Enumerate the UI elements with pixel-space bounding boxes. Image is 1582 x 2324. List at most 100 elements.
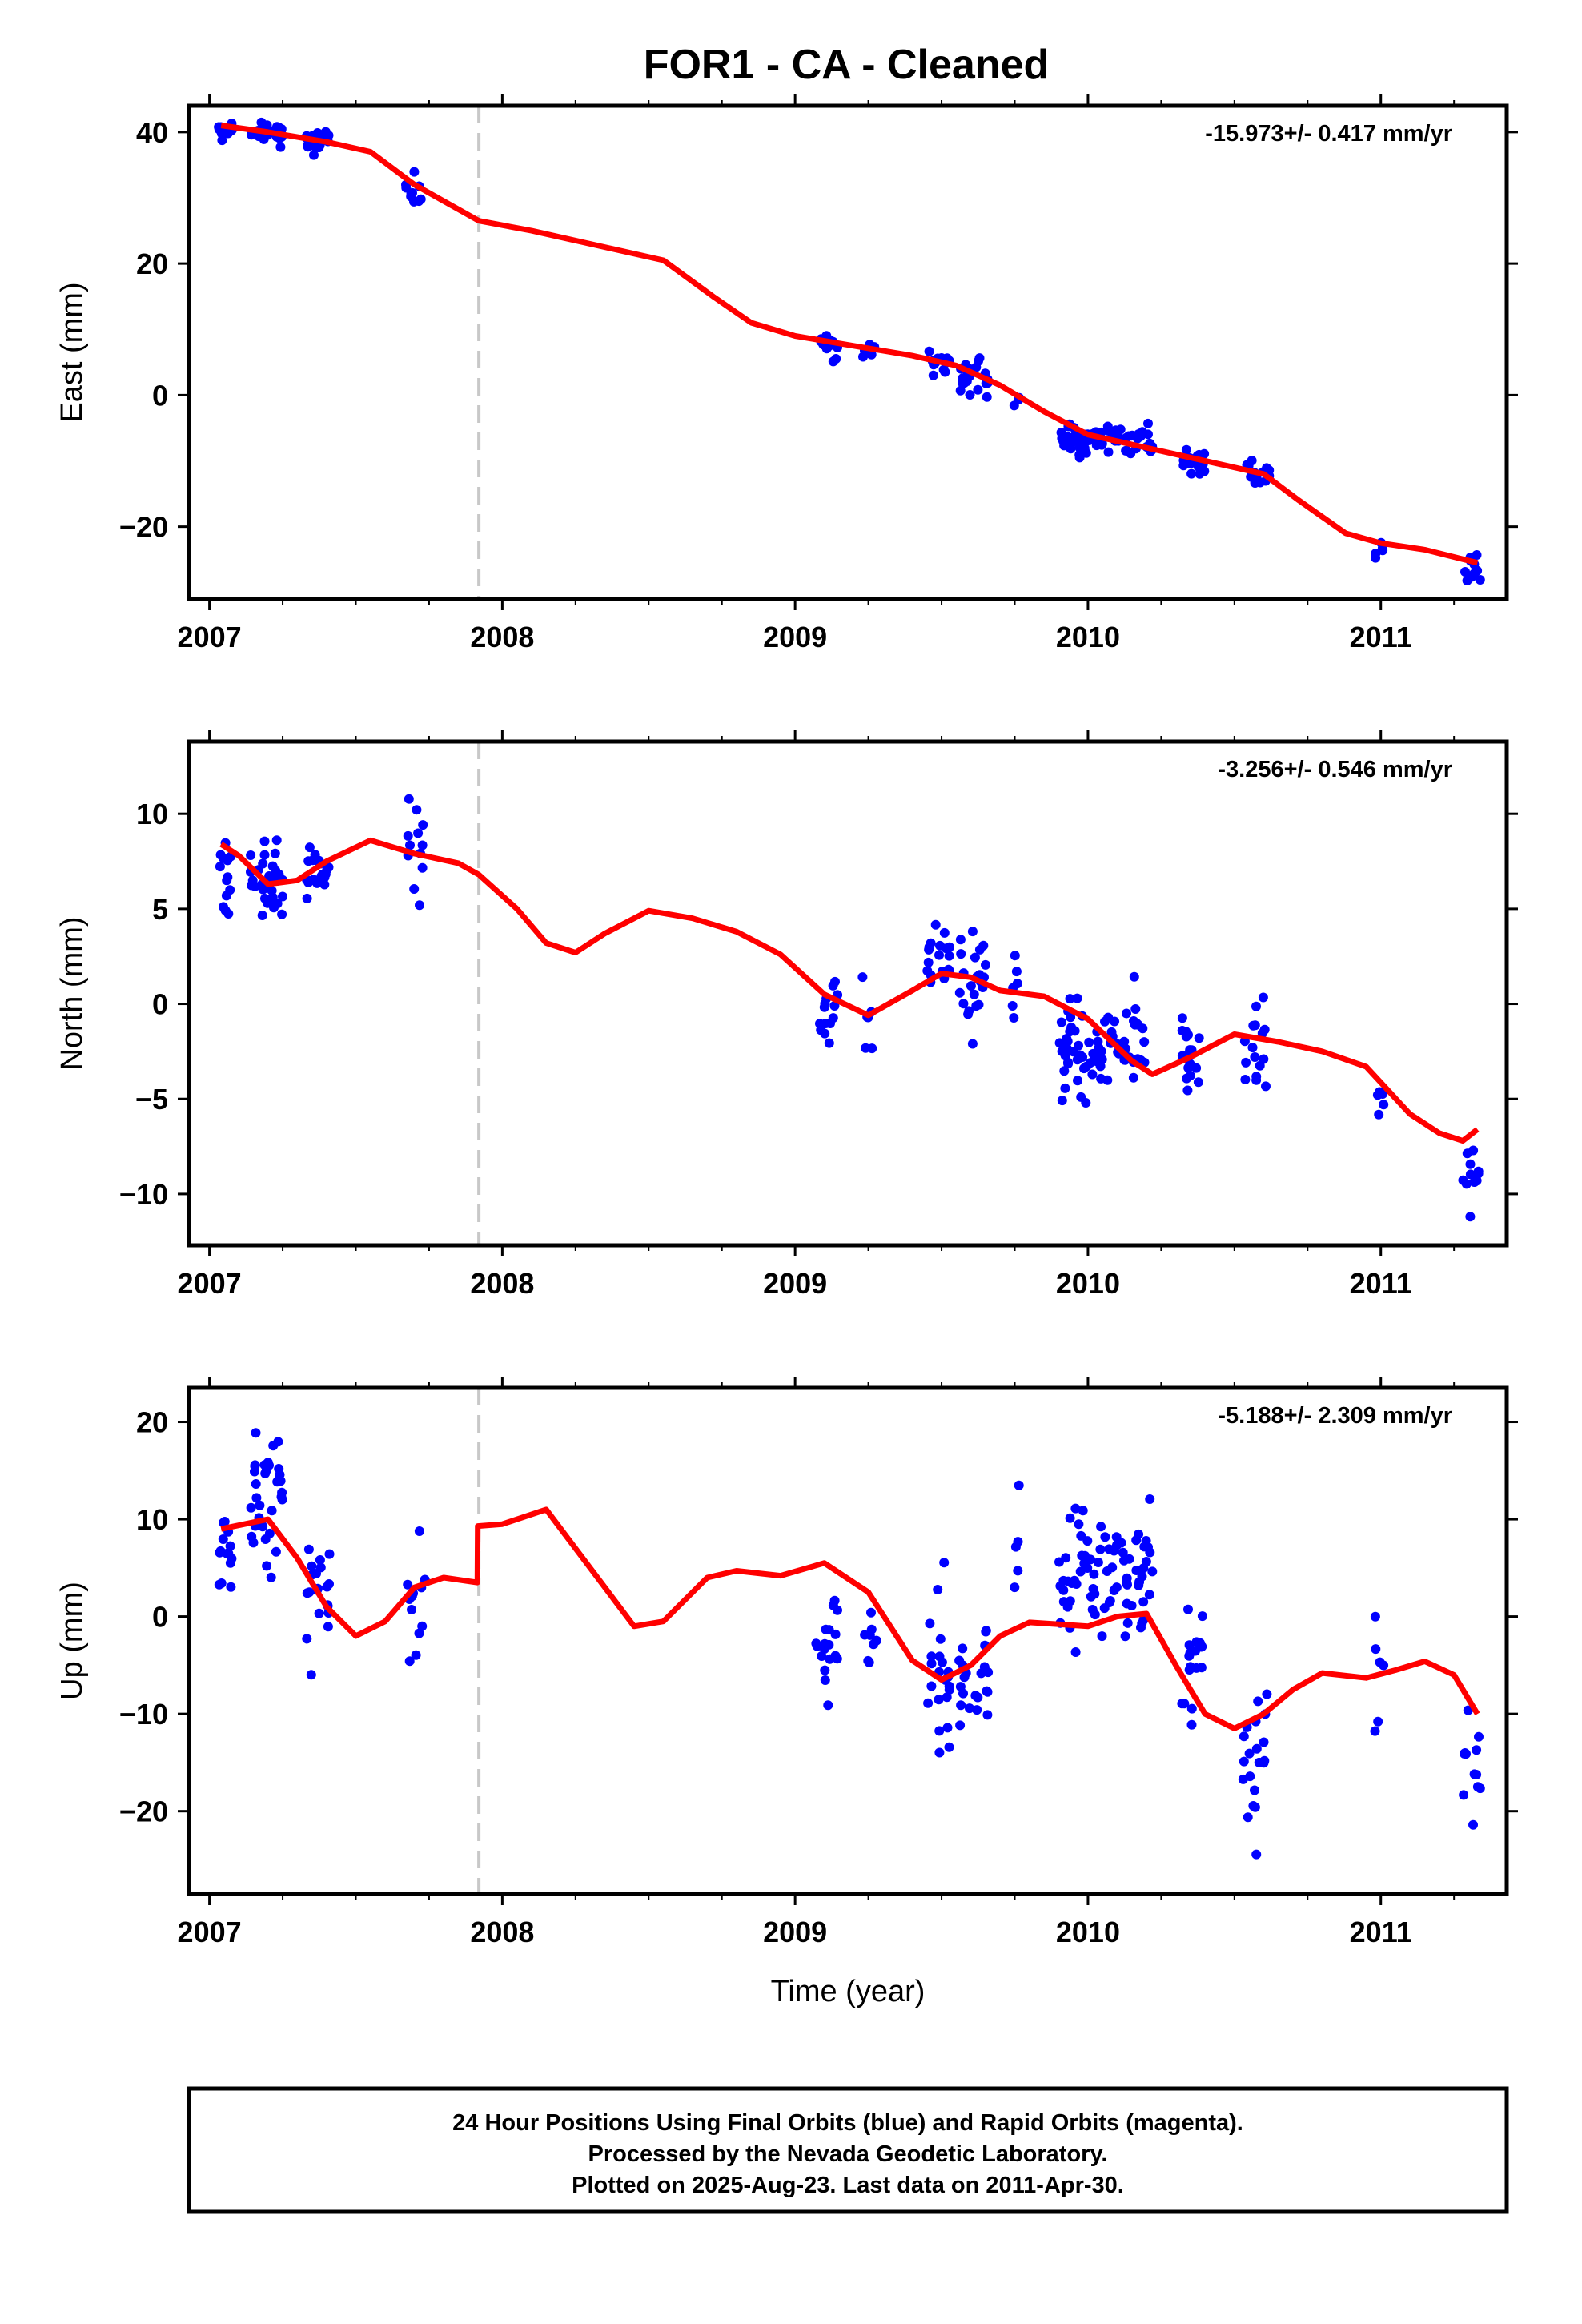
footer-line-3: Plotted on 2025-Aug-23. Last data on 201…: [572, 2173, 1124, 2198]
data-point: [1459, 1790, 1469, 1800]
data-point: [275, 1476, 286, 1486]
data-point: [1059, 1066, 1070, 1076]
data-point: [246, 1502, 256, 1513]
data-point: [1065, 994, 1075, 1004]
data-point: [925, 1618, 935, 1629]
data-point: [833, 1605, 842, 1615]
data-point: [954, 987, 965, 998]
plot-frame: [187, 1385, 1509, 1896]
data-point: [315, 1555, 325, 1565]
y-axis-label: East (mm): [55, 282, 89, 422]
data-point: [250, 1460, 260, 1470]
data-point: [406, 189, 416, 199]
data-point: [820, 1675, 830, 1685]
data-point: [824, 1038, 834, 1048]
data-point: [1012, 979, 1022, 989]
fit-curve: [220, 1506, 1480, 1731]
x-tick-label: 2008: [470, 1267, 534, 1300]
data-point: [275, 142, 286, 152]
data-point: [1137, 1618, 1147, 1629]
data-point: [217, 135, 227, 146]
data-point: [262, 1561, 272, 1571]
data-point: [1250, 478, 1260, 488]
data-point: [251, 1428, 261, 1438]
data-point: [1077, 1550, 1087, 1561]
data-point: [1259, 1737, 1269, 1747]
data-point: [1087, 1069, 1098, 1080]
data-point: [1079, 1063, 1089, 1074]
data-point: [944, 1742, 954, 1752]
data-point: [324, 1549, 335, 1559]
data-point: [1370, 1611, 1380, 1622]
data-point: [1057, 433, 1067, 444]
data-point: [1239, 1731, 1249, 1742]
x-tick-label: 2009: [763, 621, 827, 653]
data-point: [965, 1703, 974, 1714]
footer-frame: [187, 2086, 1509, 2214]
data-point: [1468, 1819, 1478, 1830]
data-point: [1197, 1611, 1207, 1622]
data-point: [970, 952, 980, 963]
data-point: [403, 830, 413, 841]
x-tick-label: 2011: [1350, 621, 1412, 653]
data-point: [247, 879, 258, 889]
data-point: [1085, 1058, 1095, 1068]
data-point: [414, 1628, 424, 1638]
data-point: [941, 943, 951, 954]
data-point: [1243, 1812, 1253, 1823]
y-tick-label: 20: [136, 1406, 168, 1439]
data-point: [1251, 1001, 1261, 1011]
x-axis-label: Time (year): [771, 1975, 926, 2008]
data-point: [1096, 1046, 1106, 1056]
data-point: [926, 1681, 937, 1691]
data-point: [246, 850, 256, 860]
data-point: [1122, 1008, 1131, 1019]
data-point: [1122, 1578, 1132, 1588]
data-point: [821, 1624, 831, 1634]
data-point: [825, 1019, 835, 1028]
data-point: [1082, 1563, 1093, 1573]
data-point: [1129, 1016, 1138, 1026]
data-point: [1469, 1177, 1480, 1187]
data-point: [404, 794, 414, 804]
data-point: [1092, 438, 1102, 448]
y-tick-label: 0: [152, 379, 168, 412]
velocity-rate-label: -15.973+/- 0.417 mm/yr: [1205, 121, 1452, 147]
data-point: [312, 878, 323, 888]
data-point: [934, 1747, 945, 1758]
data-point: [1182, 1073, 1192, 1084]
data-point: [942, 1692, 952, 1703]
data-point: [1075, 440, 1086, 450]
data-point: [926, 1651, 937, 1662]
data-point: [1129, 971, 1139, 982]
data-point: [1062, 1043, 1072, 1054]
data-point: [973, 384, 983, 395]
data-point: [1096, 1522, 1106, 1532]
data-point: [964, 1006, 974, 1016]
y-tick-label: 20: [136, 247, 168, 280]
data-point: [1475, 575, 1485, 585]
data-point: [1193, 1077, 1203, 1088]
data-point: [271, 1546, 281, 1557]
data-point: [1126, 1601, 1137, 1610]
data-point: [1070, 1503, 1081, 1514]
data-point: [303, 142, 313, 152]
data-point: [982, 1687, 993, 1697]
data-point: [414, 1526, 424, 1536]
data-point: [956, 1700, 966, 1711]
data-point: [274, 869, 284, 879]
data-point: [935, 1634, 946, 1644]
data-point: [411, 1650, 421, 1660]
data-point: [923, 957, 934, 967]
data-point: [1118, 1547, 1128, 1558]
data-point: [259, 836, 270, 846]
data-point: [1009, 400, 1019, 411]
y-tick-label: 0: [152, 1601, 168, 1634]
data-point: [817, 1651, 827, 1661]
data-point: [1073, 1076, 1082, 1086]
data-point: [412, 805, 422, 815]
data-point: [251, 1493, 262, 1503]
data-point: [831, 354, 841, 364]
data-point: [958, 378, 967, 388]
